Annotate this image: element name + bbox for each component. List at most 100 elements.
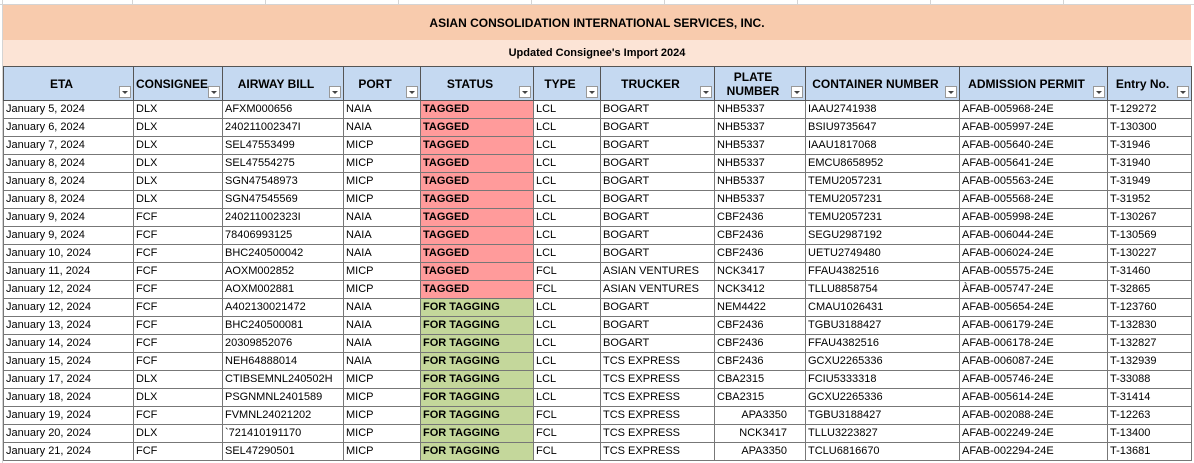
port-cell: MICP	[343, 172, 421, 191]
trucker-cell: BOGART	[600, 226, 715, 245]
airway-bill-cell: 240211002323I	[222, 208, 344, 227]
consignee-cell: DLX	[133, 370, 223, 389]
consignee-cell: FCF	[133, 280, 223, 299]
eta-cell: January 21, 2024	[3, 442, 134, 461]
status-cell: FOR TAGGING	[420, 334, 534, 353]
column-header: ADMISSION PERMIT	[959, 66, 1108, 101]
container-cell: GCXU2265336	[805, 352, 960, 371]
header-row: ETA CONSIGNEE AIRWAY BILL PORT STATUS TYPE TRU…	[3, 66, 1192, 101]
type-cell: LCL	[533, 136, 601, 155]
entry-cell: T-130300	[1107, 118, 1192, 137]
permit-cell: AFAB-005654-24E	[959, 298, 1108, 317]
entry-cell: T-132830	[1107, 316, 1192, 335]
container-cell: SEGU2987192	[805, 226, 960, 245]
airway-bill-cell: BHC240500081	[222, 316, 344, 335]
consignee-cell: FCF	[133, 262, 223, 281]
airway-bill-cell: PSGNMNL2401589	[222, 388, 344, 407]
header-text: Entry No.	[1115, 76, 1170, 91]
consignee-cell: DLX	[133, 424, 223, 443]
filter-button[interactable]	[329, 86, 341, 98]
entry-cell: T-130569	[1107, 226, 1192, 245]
type-cell: FCL	[533, 442, 601, 461]
eta-cell: January 19, 2024	[3, 406, 134, 425]
permit-cell: ÀFAB-005747-24E	[959, 280, 1108, 299]
filter-button[interactable]	[119, 86, 131, 98]
container-cell: TEMU2057231	[805, 172, 960, 191]
port-cell: NAIA	[343, 298, 421, 317]
plate-cell: NCK3412	[714, 280, 806, 299]
header-text: TRUCKER	[621, 76, 680, 91]
airway-bill-cell: 20309852076	[222, 334, 344, 353]
trucker-cell: TCS EXPRESS	[600, 442, 715, 461]
column-header: ETA	[3, 66, 134, 101]
trucker-cell: BOGART	[600, 172, 715, 191]
container-cell: CMAU1026431	[805, 298, 960, 317]
plate-cell: CBA2315	[714, 388, 806, 407]
table-row: January 7, 2024 DLX SEL47553499 MICP TAGGED L…	[3, 136, 1192, 155]
table-row: January 9, 2024 FCF 78406993125 NAIA TAGGED L…	[3, 226, 1192, 245]
port-cell: MICP	[343, 280, 421, 299]
container-cell: TEMU2057231	[805, 190, 960, 209]
entry-cell: T-31940	[1107, 154, 1192, 173]
permit-cell: AFAB-005997-24E	[959, 118, 1108, 137]
filter-button[interactable]	[406, 86, 418, 98]
container-cell: TCLU6816670	[805, 442, 960, 461]
airway-bill-cell: SEL47554275	[222, 154, 344, 173]
table-row: January 11, 2024 FCF AOXM002852 MICP TAGGED F…	[3, 262, 1192, 281]
eta-cell: January 9, 2024	[3, 208, 134, 227]
header-text: CONTAINER NUMBER	[812, 76, 939, 91]
status-cell: FOR TAGGING	[420, 406, 534, 425]
entry-cell: T-31946	[1107, 136, 1192, 155]
status-cell: TAGGED	[420, 100, 534, 119]
table-row: January 19, 2024 FCF FVMNL24021202 MICP FOR …	[3, 406, 1192, 425]
permit-cell: AFAB-006087-24E	[959, 352, 1108, 371]
filter-button[interactable]	[791, 86, 803, 98]
eta-cell: January 8, 2024	[3, 154, 134, 173]
plate-cell: CBF2436	[714, 244, 806, 263]
permit-cell: AFAB-005641-24E	[959, 154, 1108, 173]
eta-cell: January 12, 2024	[3, 280, 134, 299]
status-cell: FOR TAGGING	[420, 388, 534, 407]
consignee-cell: FCF	[133, 208, 223, 227]
filter-button[interactable]	[1093, 86, 1105, 98]
container-cell: UETU2749480	[805, 244, 960, 263]
column-header: TRUCKER	[600, 66, 715, 101]
consignee-cell: FCF	[133, 442, 223, 461]
eta-cell: January 5, 2024	[3, 100, 134, 119]
filter-button[interactable]	[586, 86, 598, 98]
column-header: CONSIGNEE	[133, 66, 223, 101]
filter-button[interactable]	[519, 86, 531, 98]
entry-cell: T-13400	[1107, 424, 1192, 443]
filter-button[interactable]	[1177, 86, 1189, 98]
permit-cell: AFAB-005746-24E	[959, 370, 1108, 389]
filter-button[interactable]	[700, 86, 712, 98]
plate-cell: NHB5337	[714, 136, 806, 155]
entry-cell: T-132827	[1107, 334, 1192, 353]
filter-button[interactable]	[208, 86, 220, 98]
type-cell: LCL	[533, 208, 601, 227]
filter-button[interactable]	[945, 86, 957, 98]
grid-row	[0, 0, 1194, 5]
airway-bill-cell: CTIBSEMNL240502H	[222, 370, 344, 389]
port-cell: MICP	[343, 154, 421, 173]
eta-cell: January 8, 2024	[3, 172, 134, 191]
airway-bill-cell: SEL47290501	[222, 442, 344, 461]
table-row: January 18, 2024 DLX PSGNMNL2401589 MICP FOR…	[3, 388, 1192, 407]
type-cell: LCL	[533, 190, 601, 209]
container-cell: IAAU1817068	[805, 136, 960, 155]
table-row: January 17, 2024 DLX CTIBSEMNL240502H MICP F…	[3, 370, 1192, 389]
table-row: January 14, 2024 FCF 20309852076 NAIA FOR TA…	[3, 334, 1192, 353]
plate-cell: CBF2436	[714, 334, 806, 353]
eta-cell: January 11, 2024	[3, 262, 134, 281]
type-cell: LCL	[533, 154, 601, 173]
entry-cell: T-31949	[1107, 172, 1192, 191]
permit-cell: AFAB-006178-24E	[959, 334, 1108, 353]
consignee-cell: DLX	[133, 172, 223, 191]
entry-cell: T-132939	[1107, 352, 1192, 371]
type-cell: LCL	[533, 370, 601, 389]
table-row: January 8, 2024 DLX SEL47554275 MICP TAGGED L…	[3, 154, 1192, 173]
consignee-cell: DLX	[133, 118, 223, 137]
plate-cell: CBF2436	[714, 208, 806, 227]
plate-cell: NCK3417	[714, 262, 806, 281]
port-cell: MICP	[343, 136, 421, 155]
